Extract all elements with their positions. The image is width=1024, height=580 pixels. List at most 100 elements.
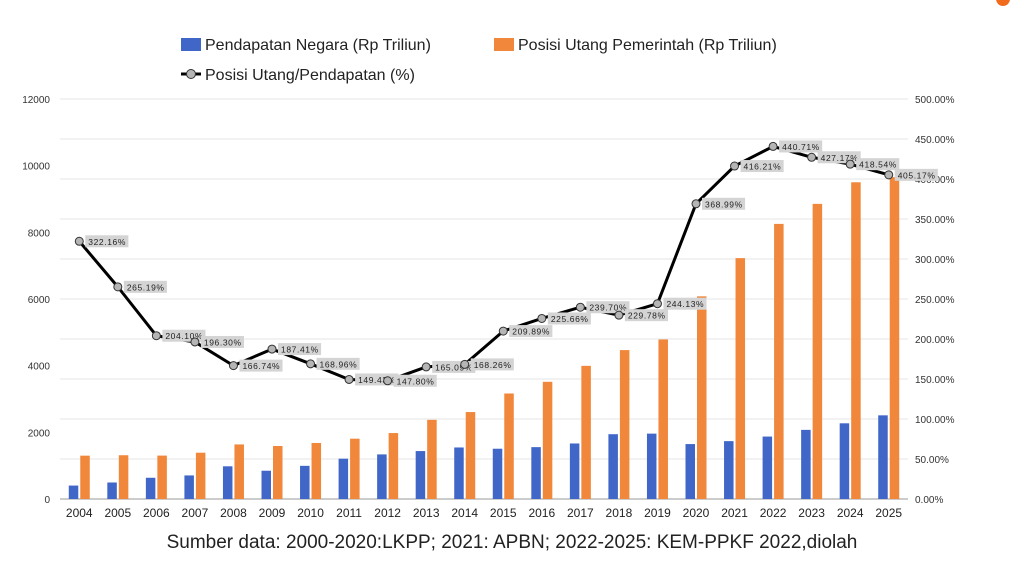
ratio-marker — [498, 326, 508, 336]
y-right-tick-label: 250.00% — [915, 295, 955, 306]
ratio-data-label: 225.66% — [551, 314, 589, 324]
legend-label-pendapatan: Pendapatan Negara (Rp Triliun) — [205, 37, 431, 54]
ratio-data-label: 416.21% — [744, 162, 782, 172]
bar-pendapatan — [300, 465, 310, 499]
ratio-marker — [228, 361, 238, 371]
bar-utang — [619, 350, 630, 499]
bar-pendapatan — [492, 448, 503, 499]
bar-pendapatan — [762, 436, 773, 499]
ratio-marker — [845, 159, 855, 169]
bar-pendapatan — [724, 441, 734, 499]
x-tick-label: 2014 — [451, 506, 478, 520]
x-tick-label: 2004 — [66, 506, 93, 520]
ratio-marker — [383, 376, 393, 386]
ratio-data-label: 239.70% — [589, 303, 627, 313]
bar-utang — [311, 442, 322, 499]
y-right-tick-label: 500.00% — [915, 95, 955, 106]
bar-pendapatan — [415, 451, 426, 499]
x-tick-label: 2010 — [297, 506, 324, 520]
y-left-tick-label: 2000 — [28, 428, 51, 439]
y-right-tick-label: 0.00% — [915, 495, 943, 506]
bar-pendapatan — [685, 444, 695, 499]
ratio-marker — [691, 199, 701, 209]
bar-pendapatan — [646, 433, 657, 499]
ratio-marker — [421, 362, 431, 372]
ratio-data-label: 405.17% — [898, 170, 936, 180]
ratio-data-label: 196.30% — [204, 337, 242, 347]
x-tick-label: 2023 — [798, 506, 825, 520]
bar-utang — [851, 182, 861, 499]
ratio-data-label: 204.10% — [165, 331, 203, 341]
bar-utang — [581, 365, 591, 499]
ratio-label-bg — [278, 343, 322, 356]
ratio-marker — [884, 170, 894, 180]
ratio-data-label: 147.80% — [397, 376, 435, 386]
bar-pendapatan — [184, 475, 194, 499]
ratio-data-label: 209.89% — [512, 327, 550, 337]
x-tick-label: 2017 — [567, 506, 594, 520]
x-tick-label: 2005 — [104, 506, 131, 520]
ratio-marker — [460, 359, 470, 369]
orange-corner-dot — [996, 0, 1010, 6]
ratio-data-label: 265.19% — [127, 282, 165, 292]
bar-pendapatan — [377, 454, 387, 499]
ratio-marker — [306, 359, 316, 369]
y-left-tick-label: 8000 — [28, 228, 51, 239]
ratio-data-label: 229.78% — [628, 311, 666, 321]
bar-pendapatan — [145, 477, 156, 499]
ratio-data-label: 166.74% — [242, 361, 280, 371]
bar-utang — [542, 381, 553, 499]
x-tick-label: 2007 — [182, 506, 209, 520]
y-left-tick-label: 0 — [44, 495, 50, 506]
ratio-label-bg — [624, 309, 669, 322]
bar-utang — [80, 455, 90, 499]
ratio-data-label: 440.71% — [782, 142, 820, 152]
ratio-data-label: 149.43% — [358, 375, 396, 385]
ratio-marker — [575, 302, 585, 312]
ratio-data-label: 418.54% — [859, 160, 897, 170]
ratio-label-bg — [123, 280, 167, 293]
bar-pendapatan — [107, 482, 117, 499]
ratio-label-bg — [547, 312, 591, 325]
ratio-marker — [807, 152, 817, 162]
y-right-tick-label: 150.00% — [915, 375, 955, 386]
bar-utang — [889, 177, 900, 499]
source-note: Sumber data: 2000-2020:LKPP; 2021: APBN;… — [166, 532, 858, 553]
x-tick-label: 2009 — [259, 506, 286, 520]
x-tick-label: 2021 — [721, 506, 748, 520]
ratio-label-bg — [200, 335, 245, 348]
bar-pendapatan — [801, 429, 811, 499]
bar-pendapatan — [531, 447, 541, 499]
bar-pendapatan — [608, 434, 618, 499]
ratio-label-bg — [702, 197, 746, 210]
ratio-line — [78, 144, 890, 383]
ratio-marker — [652, 299, 662, 309]
bar-utang — [234, 444, 244, 499]
bar-utang — [157, 455, 167, 499]
x-tick-label: 2024 — [837, 506, 864, 520]
bar-pendapatan — [878, 415, 888, 499]
bar-pendapatan — [454, 447, 464, 499]
ratio-label-bg — [663, 297, 707, 310]
ratio-marker — [344, 374, 354, 384]
ratio-marker — [113, 282, 123, 292]
bar-utang — [697, 296, 707, 499]
ratio-marker — [190, 337, 200, 347]
ratio-label-bg — [586, 301, 630, 314]
x-tick-label: 2016 — [528, 506, 555, 520]
legend-swatch-utang — [494, 38, 514, 51]
ratio-data-label: 244.13% — [666, 299, 704, 309]
ratio-marker — [614, 310, 624, 320]
legend-swatch-pendapatan — [181, 38, 201, 51]
x-tick-label: 2018 — [606, 506, 633, 520]
ratio-label-bg — [239, 359, 283, 372]
ratio-marker — [74, 236, 84, 246]
bar-utang — [735, 258, 746, 499]
bar-utang — [350, 438, 360, 499]
ratio-data-label: 165.09% — [435, 362, 473, 372]
x-tick-label: 2011 — [336, 506, 362, 520]
x-tick-label: 2022 — [760, 506, 787, 520]
y-left-tick-label: 10000 — [22, 162, 50, 173]
legend-label-utang: Posisi Utang Pemerintah (Rp Triliun) — [518, 37, 777, 54]
bar-pendapatan — [261, 470, 271, 499]
